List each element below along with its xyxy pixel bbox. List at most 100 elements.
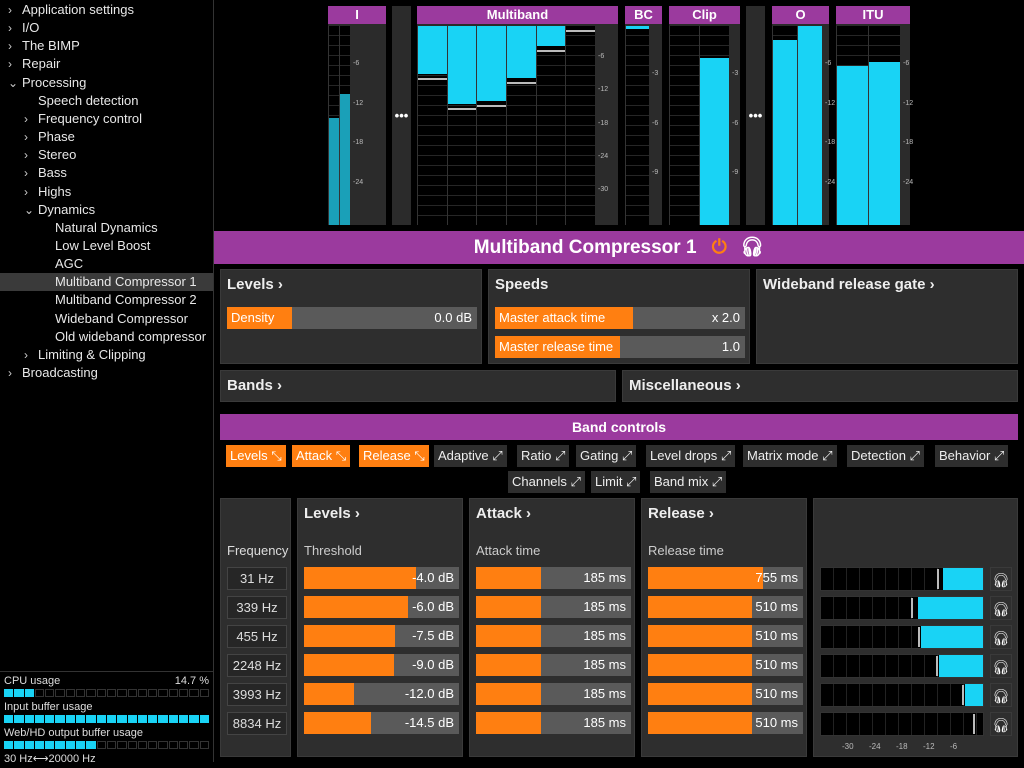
tree-item-wideband-compressor[interactable]: Wideband Compressor — [41, 310, 188, 328]
speeds-panel-title: Speeds — [495, 276, 549, 293]
tree-item-the-bimp[interactable]: › The BIMP — [8, 37, 80, 55]
band-frequency[interactable]: 339 Hz — [227, 596, 287, 619]
meter-bc-label: BC — [625, 6, 662, 24]
band-solo-headphones-icon[interactable]: 🎧︎ — [990, 712, 1012, 736]
density-slider[interactable]: Density 0.0 dB — [227, 307, 477, 329]
band-release-title[interactable]: Release › — [648, 505, 714, 522]
threshold-slider[interactable]: -7.5 dB — [304, 625, 459, 647]
band-solo-headphones-icon[interactable]: 🎧︎ — [990, 625, 1012, 649]
band-frequency[interactable]: 31 Hz — [227, 567, 287, 590]
wideband-release-gate-title[interactable]: Wideband release gate › — [763, 276, 935, 293]
band-frequency[interactable]: 455 Hz — [227, 625, 287, 648]
master-attack-slider[interactable]: Master attack time x 2.0 — [495, 307, 745, 329]
attack-time-slider[interactable]: 185 ms — [476, 625, 631, 647]
miscellaneous-panel[interactable]: Miscellaneous › — [622, 370, 1018, 402]
release-time-slider[interactable]: 755 ms — [648, 567, 803, 589]
tree-item-highs[interactable]: › Highs — [24, 183, 71, 201]
tree-item-old-wideband-compressor[interactable]: Old wideband compressor — [41, 328, 206, 346]
band-toggle-behavior[interactable]: Behavior ⤢ — [935, 445, 1009, 467]
band-toggle-matrix[interactable]: Matrix mode ⤢ — [743, 445, 837, 467]
levels-panel-title[interactable]: Levels › — [227, 276, 283, 293]
band-toggle-band[interactable]: Band mix ⤢ — [650, 471, 727, 493]
tree-item-natural-dynamics[interactable]: Natural Dynamics — [41, 219, 158, 237]
band-solo-headphones-icon[interactable]: 🎧︎ — [990, 567, 1012, 591]
tree-item-multiband-compressor-1[interactable]: Multiband Compressor 1 — [0, 273, 213, 292]
attack-time-slider[interactable]: 185 ms — [476, 596, 631, 618]
band-toggle-attack[interactable]: Attack ⤡ — [292, 445, 351, 467]
meter-scale-tick: -9 — [652, 169, 659, 177]
more-meters-button[interactable]: ••• — [392, 6, 411, 225]
band-levels-title[interactable]: Levels › — [304, 505, 360, 522]
tree-item-speech-detection[interactable]: Speech detection — [24, 92, 138, 110]
release-time-slider[interactable]: 510 ms — [648, 654, 803, 676]
threshold-slider[interactable]: -12.0 dB — [304, 683, 459, 705]
release-time-slider[interactable]: 510 ms — [648, 683, 803, 705]
bands-panel[interactable]: Bands › — [220, 370, 616, 402]
band-gain-reduction-meter — [820, 596, 984, 620]
density-value: 0.0 dB — [434, 310, 472, 325]
tree-item-bass[interactable]: › Bass — [24, 164, 67, 182]
tree-item-processing[interactable]: ⌄ Processing — [8, 74, 86, 92]
tree-item-limiting-clipping[interactable]: › Limiting & Clipping — [24, 346, 146, 364]
band-toggle-levels[interactable]: Levels ⤡ — [226, 445, 286, 467]
band-frequency[interactable]: 3993 Hz — [227, 683, 287, 706]
tree-item-multiband-compressor-2[interactable]: Multiband Compressor 2 — [41, 291, 197, 309]
master-release-slider[interactable]: Master release time 1.0 — [495, 336, 745, 358]
tree-item-low-level-boost[interactable]: Low Level Boost — [41, 237, 150, 255]
band-solo-headphones-icon[interactable]: 🎧︎ — [990, 683, 1012, 707]
power-icon[interactable]: ⏻ — [711, 237, 727, 258]
tree-item-stereo[interactable]: › Stereo — [24, 146, 76, 164]
tree-item-dynamics[interactable]: ⌄ Dynamics — [24, 201, 95, 219]
band-solo-headphones-icon[interactable]: 🎧︎ — [990, 596, 1012, 620]
usage-segment — [117, 715, 127, 723]
band-toggle-detection[interactable]: Detection ⤢ — [847, 445, 924, 467]
tree-item-i-o[interactable]: › I/O — [8, 19, 39, 37]
usage-segment — [148, 689, 158, 697]
band-gain-reduction-meter — [820, 567, 984, 591]
miscellaneous-panel-title[interactable]: Miscellaneous › — [629, 377, 741, 394]
meter-scale-tick: -18 — [598, 119, 609, 127]
band-frequency[interactable]: 8834 Hz — [227, 712, 287, 735]
band-frequency[interactable]: 2248 Hz — [227, 654, 287, 677]
meter-scale-tick: -12 — [353, 99, 364, 107]
band-toggle-level[interactable]: Level drops ⤢ — [646, 445, 736, 467]
usage-segment — [96, 741, 106, 749]
threshold-slider[interactable]: -9.0 dB — [304, 654, 459, 676]
band-toggle-adaptive[interactable]: Adaptive ⤢ — [434, 445, 507, 467]
threshold-slider[interactable]: -14.5 dB — [304, 712, 459, 734]
band-toggle-channels[interactable]: Channels ⤢ — [508, 471, 585, 493]
headphones-icon[interactable]: 🎧︎ — [740, 237, 765, 258]
meter-scale-tick: -3 — [732, 69, 739, 77]
attack-time-slider[interactable]: 185 ms — [476, 654, 631, 676]
release-time-slider[interactable]: 510 ms — [648, 596, 803, 618]
usage-segment — [4, 715, 14, 723]
meter-itu: ITU -6 -12 -18 -24 — [836, 6, 913, 225]
meter-o-body: -6 -12 -18 -24 — [772, 26, 835, 225]
tree-item-frequency-control[interactable]: › Frequency control — [24, 110, 142, 128]
threshold-slider[interactable]: -6.0 dB — [304, 596, 459, 618]
usage-segment — [168, 741, 179, 749]
usage-segment — [106, 689, 117, 697]
attack-time-slider[interactable]: 185 ms — [476, 567, 631, 589]
tree-item-agc[interactable]: AGC — [41, 255, 83, 273]
tree-item-application-settings[interactable]: › Application settings — [8, 1, 134, 19]
threshold-slider[interactable]: -4.0 dB — [304, 567, 459, 589]
usage-segment — [137, 689, 148, 697]
band-toggle-ratio[interactable]: Ratio ⤢ — [517, 445, 570, 467]
bands-panel-title[interactable]: Bands › — [227, 377, 283, 394]
tree-item-repair[interactable]: › Repair — [8, 55, 60, 73]
tree-item-phase[interactable]: › Phase — [24, 128, 75, 146]
meter-channel — [476, 26, 506, 225]
more-meters-button[interactable]: ••• — [746, 6, 765, 225]
tree-item-broadcasting[interactable]: › Broadcasting — [8, 364, 98, 382]
attack-time-slider[interactable]: 185 ms — [476, 712, 631, 734]
band-attack-title[interactable]: Attack › — [476, 505, 532, 522]
band-toggle-limit[interactable]: Limit ⤢ — [591, 471, 641, 493]
meter-channel — [699, 26, 729, 225]
attack-time-slider[interactable]: 185 ms — [476, 683, 631, 705]
release-time-slider[interactable]: 510 ms — [648, 712, 803, 734]
band-solo-headphones-icon[interactable]: 🎧︎ — [990, 654, 1012, 678]
band-toggle-gating[interactable]: Gating ⤢ — [576, 445, 637, 467]
release-time-slider[interactable]: 510 ms — [648, 625, 803, 647]
band-toggle-release[interactable]: Release ⤡ — [359, 445, 429, 467]
